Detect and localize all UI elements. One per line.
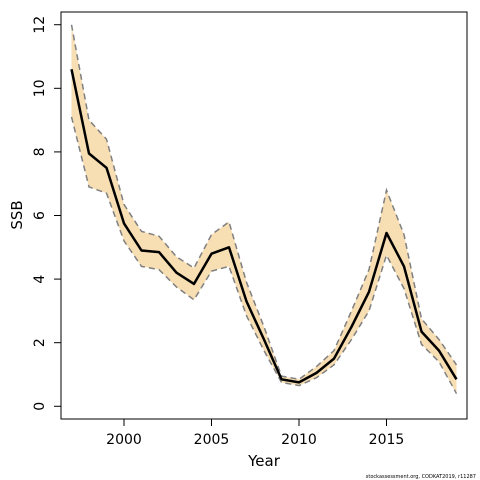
confidence-band bbox=[71, 24, 457, 394]
y-tick-label: 10 bbox=[32, 79, 48, 97]
x-tick-label: 2010 bbox=[281, 432, 317, 448]
y-tick-label: 8 bbox=[32, 147, 48, 156]
confidence-bound-layer bbox=[70, 24, 458, 394]
x-tick-label: 2015 bbox=[369, 432, 405, 448]
y-axis-title: SSB bbox=[8, 200, 26, 229]
x-tick-label: 2000 bbox=[106, 432, 142, 448]
x-tick-label: 2005 bbox=[194, 432, 230, 448]
estimate-line bbox=[70, 68, 458, 384]
axes-layer: 2000 2005 2010 2015 0 2 4 6 8 10 12 bbox=[32, 16, 404, 448]
confidence-band-layer bbox=[71, 24, 457, 394]
y-tick-label: 12 bbox=[32, 16, 48, 34]
y-tick-label: 6 bbox=[32, 211, 48, 220]
source-footnote: stockassessment.org, CODKAT2019, r11287 bbox=[366, 474, 476, 480]
x-axis-title: Year bbox=[247, 452, 281, 470]
estimate-line-layer bbox=[70, 68, 458, 384]
y-tick-label: 0 bbox=[32, 402, 48, 411]
y-tick-label: 2 bbox=[32, 338, 48, 347]
y-tick-label: 4 bbox=[32, 275, 48, 284]
lower-bound-line bbox=[70, 116, 458, 394]
upper-bound-line bbox=[70, 24, 458, 381]
